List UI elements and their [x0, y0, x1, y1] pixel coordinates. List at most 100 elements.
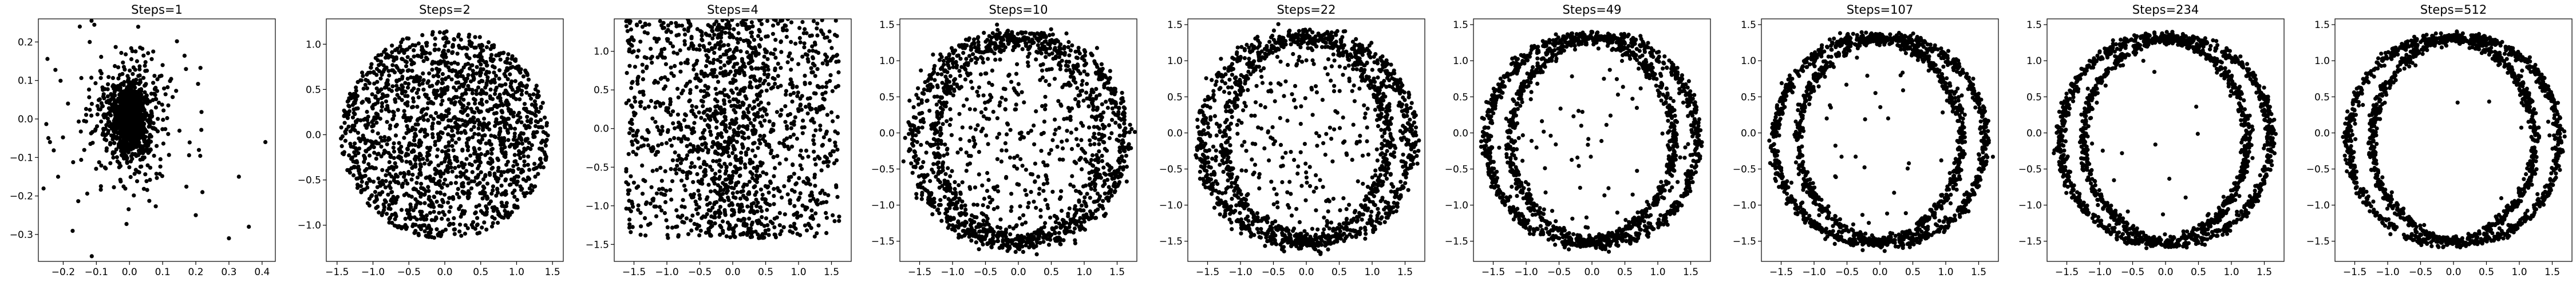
scatter-point [108, 113, 113, 118]
scatter-point [682, 39, 687, 43]
scatter-point [355, 160, 359, 165]
scatter-point [503, 177, 508, 182]
scatter-point [758, 187, 763, 192]
scatter-point [428, 210, 433, 215]
scatter-point [479, 170, 483, 174]
scatter-point [816, 223, 821, 228]
scatter-point [758, 77, 762, 81]
scatter-point [943, 142, 947, 147]
scatter-point [803, 82, 807, 86]
scatter-point [835, 194, 840, 199]
scatter-point [452, 154, 457, 160]
scatter-point [355, 106, 360, 111]
scatter-point [724, 125, 728, 129]
scatter-point [470, 170, 475, 174]
scatter-point [137, 73, 142, 78]
scatter-point [425, 106, 430, 111]
scatter-point [374, 194, 379, 198]
scatter-point [824, 231, 829, 235]
scatter-point [659, 142, 664, 146]
scatter-point [459, 74, 463, 78]
scatter-point [439, 161, 444, 165]
scatter-point [764, 63, 768, 68]
scatter-point [145, 188, 149, 192]
scatter-point [84, 119, 88, 124]
scatter-point [416, 95, 421, 100]
scatter-point [405, 124, 409, 129]
scatter-point [806, 221, 811, 226]
scatter-point [177, 128, 182, 133]
scatter-point [804, 31, 809, 35]
scatter-point [981, 203, 985, 208]
scatter-point [659, 208, 664, 213]
scatter-point [453, 181, 459, 185]
scatter-point [127, 83, 132, 88]
scatter-point [712, 22, 717, 27]
scatter-point [641, 77, 645, 82]
scatter-point [467, 39, 472, 43]
scatter-point [390, 43, 394, 48]
scatter-point [746, 136, 751, 140]
scatter-point [503, 82, 508, 86]
scatter-point [742, 162, 747, 167]
scatter-point [713, 97, 717, 102]
scatter-point [698, 136, 703, 141]
scatter-point [990, 31, 995, 35]
scatter-point [805, 111, 810, 116]
scatter-point [688, 88, 693, 92]
scatter-point [698, 228, 703, 233]
scatter-point [102, 165, 107, 170]
scatter-point [462, 190, 467, 194]
scatter-point [636, 203, 641, 208]
scatter-point [831, 149, 835, 153]
scatter-point [732, 50, 736, 54]
scatter-point [753, 178, 757, 182]
scatter-point [480, 134, 485, 138]
scatter-point [518, 156, 523, 160]
scatter-point [675, 51, 679, 56]
scatter-point [405, 69, 410, 73]
scatter-point [424, 112, 429, 117]
scatter-point [411, 76, 416, 80]
scatter-point [346, 98, 351, 103]
scatter-point [460, 118, 464, 122]
scatter-point [414, 133, 418, 138]
scatter-point [165, 116, 169, 121]
scatter-point [1034, 57, 1038, 62]
scatter-point [732, 79, 736, 84]
scatter-point [437, 30, 442, 35]
scatter-point [398, 171, 403, 176]
scatter-point [131, 65, 136, 70]
scatter-point [489, 224, 495, 229]
scatter-point [525, 72, 530, 76]
scatter-point [382, 138, 387, 143]
scatter-point [646, 130, 651, 134]
scatter-point [155, 144, 159, 148]
scatter-point [772, 19, 776, 22]
scatter-point [198, 153, 203, 158]
scatter-point [509, 79, 514, 84]
scatter-point [714, 74, 719, 79]
scatter-point [359, 180, 364, 184]
scatter-point [369, 65, 373, 70]
scatter-point [755, 166, 760, 170]
scatter-point [697, 110, 701, 115]
scatter-point [526, 154, 531, 159]
scatter-point [134, 77, 139, 82]
scatter-point [750, 172, 754, 177]
scatter-point [530, 111, 535, 116]
scatter-point [754, 197, 758, 202]
scatter-point [740, 204, 744, 209]
scatter-point [454, 88, 459, 93]
scatter-point [466, 101, 471, 106]
scatter-point [169, 77, 173, 81]
scatter-point [388, 123, 393, 128]
scatter-point [71, 160, 76, 165]
scatter-point [133, 49, 138, 54]
scatter-point [485, 196, 489, 200]
scatter-point [154, 172, 159, 176]
scatter-point [374, 156, 378, 161]
scatter-point [765, 75, 770, 80]
scatter-point [451, 133, 456, 138]
scatter-point [443, 126, 448, 130]
